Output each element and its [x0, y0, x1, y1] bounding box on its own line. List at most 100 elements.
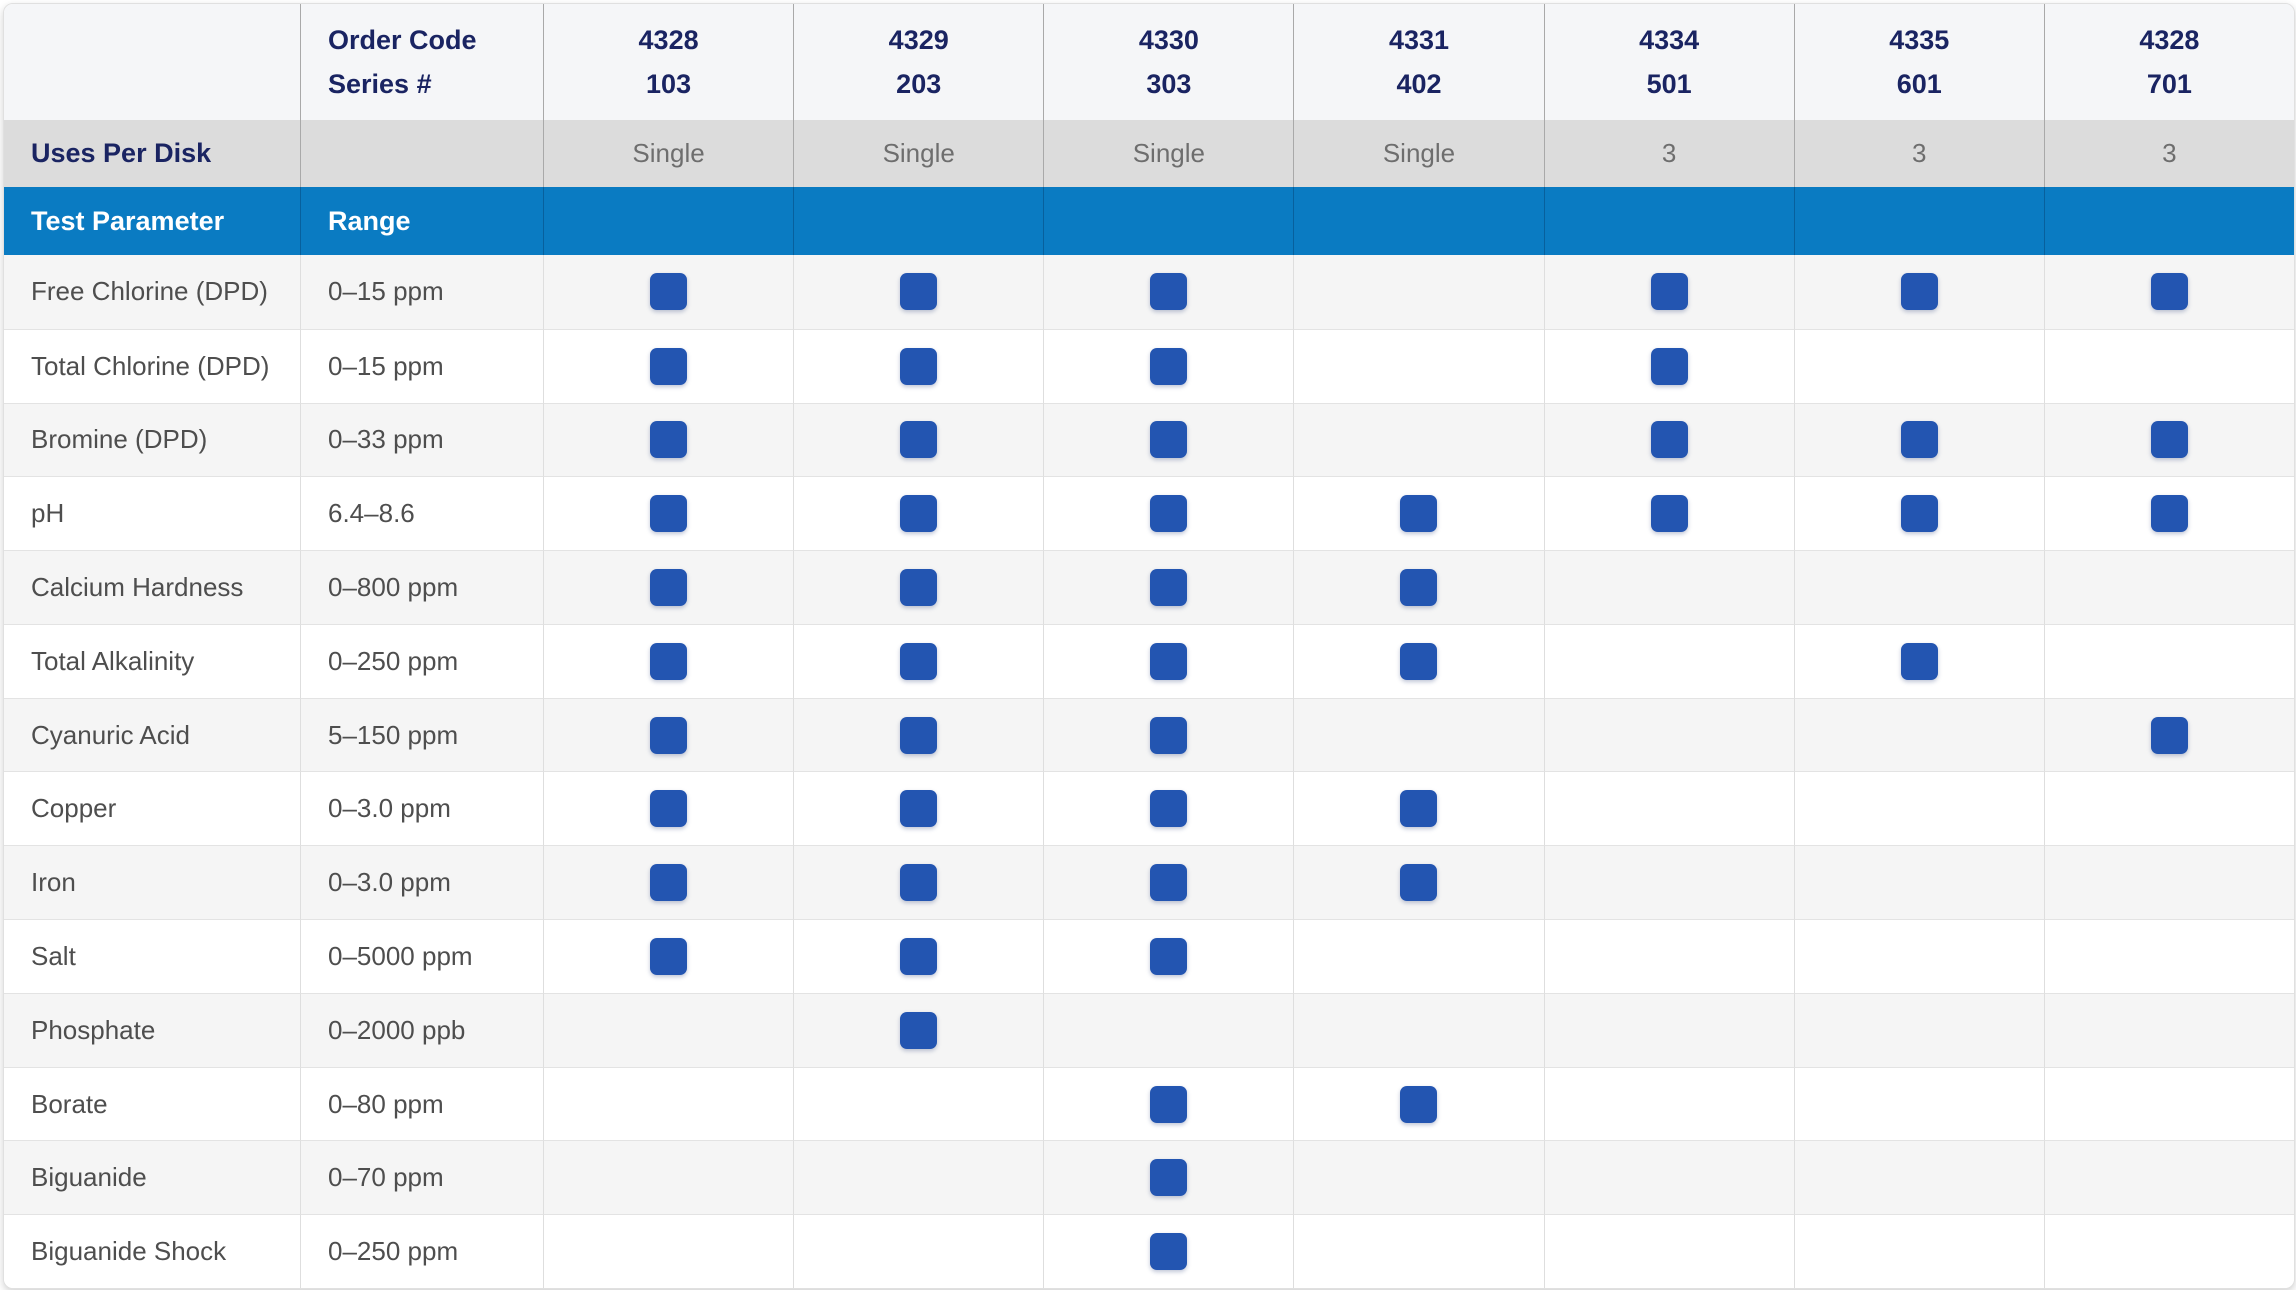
check-cell	[1543, 328, 1794, 403]
order-code-series-header: Order Code Series #	[300, 4, 543, 120]
check-cell	[1543, 402, 1794, 477]
parameter-cell: Phosphate	[4, 992, 300, 1067]
check-icon	[650, 347, 688, 385]
check-cell	[1043, 255, 1294, 329]
empty-cell	[2043, 550, 2294, 624]
check-cell	[1293, 771, 1544, 846]
check-icon	[650, 937, 688, 975]
check-cell	[2043, 255, 2294, 329]
series-value: 601	[1896, 68, 1942, 99]
range-cell: 0–70 ppm	[300, 1140, 543, 1215]
check-cell	[543, 697, 794, 772]
check-cell	[793, 845, 1044, 920]
series-value: 402	[1396, 68, 1442, 99]
range-value: 0–80 ppm	[328, 1088, 444, 1119]
check-icon	[900, 1011, 938, 1049]
parameter-cell: Total Chlorine (DPD)	[4, 328, 300, 403]
column-header-5: 4335 601	[1793, 4, 2044, 120]
empty-cell	[2043, 623, 2294, 698]
range-value: 0–2000 ppb	[328, 1014, 466, 1045]
check-cell	[793, 992, 1044, 1067]
check-icon	[1400, 642, 1438, 680]
uses-value-cell: 3	[1793, 120, 2044, 187]
parameter-cell: Borate	[4, 1066, 300, 1141]
uses-range-empty-cell	[300, 120, 543, 187]
check-cell	[793, 697, 1044, 772]
check-icon	[1900, 642, 1938, 680]
uses-per-disk-label: Uses Per Disk	[31, 138, 212, 168]
uses-value-cell: 3	[1543, 120, 1794, 187]
empty-cell	[1293, 992, 1544, 1067]
range-cell: 0–250 ppm	[300, 1214, 543, 1288]
check-cell	[1793, 476, 2044, 551]
check-icon	[1150, 864, 1188, 902]
parameter-name: Salt	[31, 940, 76, 971]
range-value: 5–150 ppm	[328, 719, 459, 750]
range-cell: 5–150 ppm	[300, 697, 543, 772]
parameter-cell: Free Chlorine (DPD)	[4, 255, 300, 329]
empty-cell	[543, 1066, 794, 1141]
check-icon	[2150, 421, 2188, 459]
parameter-name: Total Alkalinity	[31, 645, 195, 676]
series-label: Series #	[328, 68, 432, 99]
empty-cell	[1293, 1140, 1544, 1215]
corner-cell	[4, 4, 300, 120]
empty-cell	[2043, 1140, 2294, 1215]
empty-cell	[2043, 328, 2294, 403]
empty-cell	[2043, 771, 2294, 846]
column-header-1: 4329 203	[793, 4, 1044, 120]
check-icon	[900, 790, 938, 828]
check-icon	[1150, 642, 1188, 680]
check-cell	[1543, 476, 1794, 551]
empty-cell	[1293, 328, 1544, 403]
check-cell	[1293, 845, 1544, 920]
empty-cell	[2043, 1066, 2294, 1141]
check-icon	[650, 790, 688, 828]
parameter-name: Bromine (DPD)	[31, 424, 208, 455]
range-cell: 0–3.0 ppm	[300, 771, 543, 846]
empty-cell	[1793, 550, 2044, 624]
parameter-cell: Total Alkalinity	[4, 623, 300, 698]
range-value: 0–5000 ppm	[328, 940, 473, 971]
parameter-name: Iron	[31, 867, 76, 898]
check-cell	[1043, 697, 1294, 772]
check-cell	[1793, 255, 2044, 329]
empty-cell	[1293, 697, 1544, 772]
empty-cell	[1793, 992, 2044, 1067]
check-cell	[793, 476, 1044, 551]
empty-cell	[1793, 1066, 2044, 1141]
column-header-2: 4330 303	[1043, 4, 1294, 120]
empty-cell	[1543, 1140, 1794, 1215]
check-icon	[1150, 716, 1188, 754]
parameter-cell: Biguanide	[4, 1140, 300, 1215]
check-cell	[793, 255, 1044, 329]
empty-cell	[1793, 1140, 2044, 1215]
check-cell	[793, 328, 1044, 403]
check-icon	[1400, 1085, 1438, 1123]
range-header-cell: Range	[300, 187, 543, 255]
parameter-name: Phosphate	[31, 1014, 156, 1045]
order-code-value: 4329	[888, 24, 949, 55]
parameter-name: Biguanide	[31, 1162, 147, 1193]
check-cell	[793, 623, 1044, 698]
check-cell	[1043, 476, 1294, 551]
check-cell	[543, 328, 794, 403]
check-cell	[543, 919, 794, 993]
range-value: 0–70 ppm	[328, 1162, 444, 1193]
uses-value-cell: Single	[793, 120, 1044, 187]
parameter-name: Cyanuric Acid	[31, 719, 190, 750]
empty-cell	[1793, 845, 2044, 920]
parameter-name: Free Chlorine (DPD)	[31, 276, 268, 307]
check-icon	[1150, 495, 1188, 533]
check-icon	[1900, 495, 1938, 533]
range-value: 0–800 ppm	[328, 572, 459, 603]
check-icon	[2150, 273, 2188, 311]
empty-cell	[1543, 550, 1794, 624]
empty-cell	[543, 1140, 794, 1215]
check-cell	[1043, 328, 1294, 403]
series-value: 701	[2146, 68, 2192, 99]
check-cell	[543, 623, 794, 698]
empty-cell	[1293, 1214, 1544, 1288]
check-icon	[650, 273, 688, 311]
uses-value-cell: 3	[2043, 120, 2294, 187]
